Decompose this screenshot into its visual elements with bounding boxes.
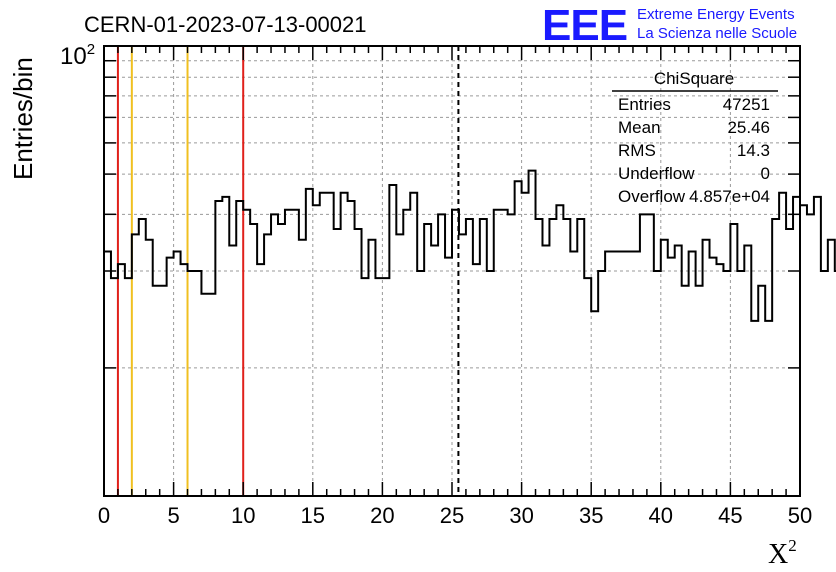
reference-lines (116, 46, 460, 496)
stats-label-underflow: Underflow (618, 164, 695, 183)
stats-value-rms: 14.3 (737, 141, 770, 160)
stats-value-overflow: 4.857e+04 (689, 187, 770, 206)
x-tick-label: 35 (579, 503, 603, 528)
x-tick-label: 50 (788, 503, 812, 528)
axes (103, 45, 801, 497)
logo-letters: EEE (542, 1, 627, 50)
x-tick-label: 25 (440, 503, 464, 528)
logo-line1: Extreme Energy Events (637, 6, 795, 23)
x-tick-label: 0 (98, 503, 110, 528)
logo-line2: La Scienza nelle Scuole (637, 25, 797, 42)
stats-value-underflow: 0 (761, 164, 770, 183)
grid (104, 46, 800, 496)
chart-title: CERN-01-2023-07-13-00021 (84, 12, 367, 37)
stats-label-mean: Mean (618, 118, 661, 137)
x-tick-label: 5 (167, 503, 179, 528)
x-tick-label: 20 (370, 503, 394, 528)
stats-label-rms: RMS (618, 141, 656, 160)
x-tick-label: 15 (301, 503, 325, 528)
x-tick-label: 40 (649, 503, 673, 528)
x-tick-label: 30 (509, 503, 533, 528)
stats-label-overflow: Overflow (618, 187, 686, 206)
stats-box: ChiSquare Entries 47251 Mean 25.46 RMS 1… (612, 69, 778, 206)
x-tick-labels: 0 5 10 15 20 25 30 35 40 45 50 (98, 503, 812, 528)
stats-value-entries: 47251 (723, 95, 770, 114)
y-tick-label-100: 102 (60, 41, 95, 70)
stats-label-entries: Entries (618, 95, 671, 114)
y-axis-label: Entries/bin (8, 57, 38, 180)
histogram-series (104, 169, 836, 322)
x-axis-label: X2 (768, 536, 797, 570)
stats-value-mean: 25.46 (727, 118, 770, 137)
x-tick-label: 45 (718, 503, 742, 528)
eee-logo: EEE Extreme Energy Events La Scienza nel… (542, 1, 797, 50)
x-tick-label: 10 (231, 503, 255, 528)
stats-header: ChiSquare (654, 69, 734, 88)
